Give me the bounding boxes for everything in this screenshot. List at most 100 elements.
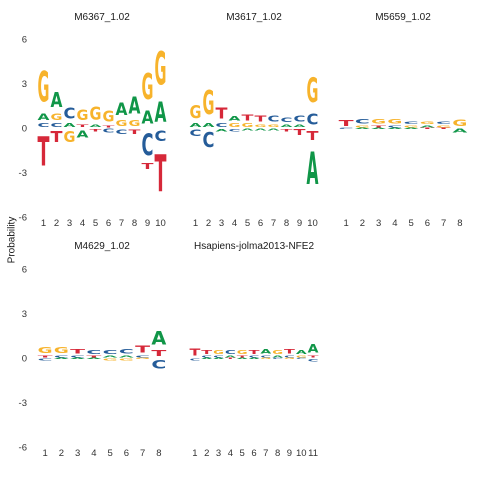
letter-A: A — [151, 327, 166, 350]
letter-G: G — [38, 64, 50, 112]
y-tick-label: -6 — [19, 212, 27, 223]
logo-column: GAT — [90, 103, 102, 132]
logo-column: ACG — [260, 348, 272, 360]
letter-T: T — [38, 129, 50, 176]
letter-G: G — [203, 83, 215, 122]
logo-column: CGT — [436, 121, 452, 130]
x-tick-label: 1 — [343, 218, 348, 229]
letter-C: C — [135, 355, 150, 358]
letter-G: G — [77, 108, 89, 124]
x-tick-label: 1 — [42, 448, 47, 459]
x-tick-label: 6 — [251, 448, 256, 459]
y-tick-label: 3 — [22, 309, 27, 320]
letter-A: A — [155, 97, 167, 129]
letter-G: G — [452, 118, 467, 128]
logo-column: TCA — [216, 105, 229, 133]
x-tick-label: 5 — [245, 218, 250, 229]
letter-C: C — [151, 358, 166, 371]
letter-C: C — [404, 121, 419, 125]
logo-panels: M6367_1.02-6-3036GACTAGCTCAGGTAGATGTCAGC… — [19, 12, 468, 459]
letter-C: C — [339, 128, 354, 129]
logo-column: CAG — [119, 348, 134, 361]
letter-T: T — [201, 349, 212, 355]
letter-A: A — [355, 128, 371, 129]
logo-column: CAT — [225, 349, 236, 359]
x-tick-label: 3 — [219, 218, 224, 229]
x-tick-label: 6 — [106, 218, 111, 229]
logo-panel-2: M3617_1.02GACGACTCAAGCTGATGACGACATCATGCT… — [190, 12, 320, 229]
letter-A: A — [201, 358, 212, 359]
x-tick-label: 5 — [240, 448, 245, 459]
letter-G: G — [135, 358, 150, 359]
letter-A: A — [387, 128, 403, 129]
logo-panel-5: Hsapiens-jolma2013-NFE2TCTCAGCACATGTATCA… — [189, 241, 318, 459]
letter-A: A — [90, 124, 102, 128]
letter-A: A — [281, 124, 293, 128]
x-tick-label: 10 — [296, 448, 307, 459]
letter-C: C — [70, 355, 85, 358]
logo-column: GTA — [237, 350, 248, 360]
letter-C: C — [119, 348, 134, 356]
logo-column: TCA — [249, 349, 260, 359]
letter-C: C — [201, 355, 212, 358]
y-tick-label: -3 — [19, 168, 27, 179]
x-tick-label: 1 — [41, 218, 46, 229]
letter-C: C — [203, 129, 215, 152]
letter-T: T — [103, 125, 116, 128]
letter-A: A — [116, 100, 129, 120]
logo-column: GAC — [190, 101, 202, 138]
letter-G: G — [213, 350, 224, 356]
logo-column: AGC — [229, 115, 242, 133]
letter-T: T — [189, 347, 201, 358]
logo-column: TGA — [242, 114, 255, 132]
letter-G: G — [155, 43, 167, 96]
logo-column: CAT — [281, 116, 293, 132]
letter-C: C — [308, 358, 319, 363]
logo-column: TCG — [284, 348, 296, 360]
logo-column: ATC — [151, 327, 167, 372]
letter-A: A — [203, 122, 215, 128]
logo-column: TCG — [135, 344, 150, 360]
letter-A: A — [404, 128, 420, 129]
letter-C: C — [307, 110, 319, 128]
letter-A: A — [371, 128, 387, 129]
letter-C: C — [260, 355, 271, 358]
letter-C: C — [51, 122, 63, 128]
letter-C: C — [229, 128, 241, 132]
letter-T: T — [90, 128, 102, 132]
letter-T: T — [255, 115, 268, 124]
letter-C: C — [216, 122, 228, 128]
x-tick-label: 2 — [360, 218, 365, 229]
panel-title: M3617_1.02 — [226, 12, 282, 23]
letter-T: T — [142, 162, 155, 171]
logo-column: TC — [189, 347, 201, 361]
letter-C: C — [225, 349, 236, 355]
letter-T: T — [294, 128, 307, 137]
letter-T: T — [308, 355, 319, 358]
y-tick-label: 6 — [22, 35, 27, 46]
y-tick-label: 0 — [22, 124, 27, 135]
letter-A: A — [64, 122, 76, 128]
letter-G: G — [190, 101, 202, 122]
x-tick-label: 4 — [392, 218, 397, 229]
x-tick-label: 6 — [258, 218, 263, 229]
x-tick-label: 7 — [119, 218, 124, 229]
letter-A: A — [86, 358, 102, 359]
letter-G: G — [116, 119, 128, 128]
letter-G: G — [420, 121, 435, 125]
x-tick-label: 7 — [271, 218, 276, 229]
letter-C: C — [86, 349, 101, 355]
letter-C: C — [54, 355, 69, 358]
logo-column: CGA — [268, 115, 281, 131]
letter-T: T — [77, 123, 89, 127]
letter-C: C — [213, 355, 224, 358]
logo-column: GTA — [371, 118, 387, 130]
x-tick-label: 11 — [308, 448, 318, 459]
letter-A: A — [77, 129, 90, 141]
letter-C: C — [294, 115, 306, 124]
letter-G: G — [355, 125, 370, 128]
letter-C: C — [268, 115, 280, 124]
letter-T: T — [86, 355, 101, 358]
